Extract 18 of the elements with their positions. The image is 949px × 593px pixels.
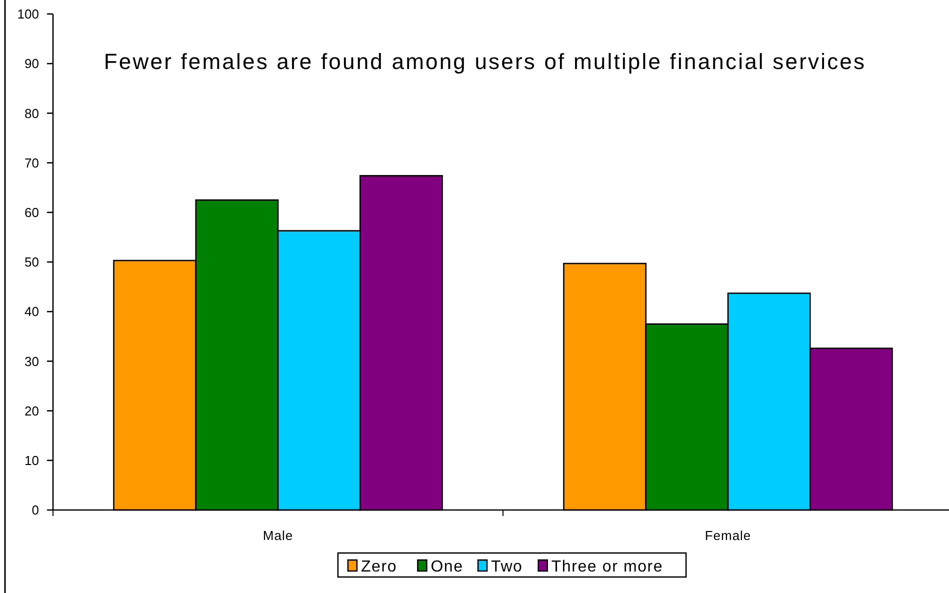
y-tick-label: 30: [24, 354, 39, 369]
y-tick-label: 90: [24, 56, 39, 72]
y-tick-label: 70: [24, 155, 39, 170]
x-tick-label: Female: [704, 528, 752, 543]
legend-label: Three or more: [551, 558, 664, 576]
y-tick-label: 60: [24, 204, 39, 220]
y-tick-label: 0: [32, 502, 39, 518]
y-tick-label: 80: [24, 106, 39, 121]
y-tick-label: 40: [24, 304, 39, 320]
legend-label: One: [430, 558, 464, 576]
x-tick-label: Male: [262, 528, 294, 543]
legend-label: Zero: [360, 558, 398, 576]
y-tick-label: 50: [24, 254, 39, 270]
y-tick-label: 100: [17, 6, 39, 22]
y-tick-label: 20: [24, 403, 39, 418]
y-tick-label: 10: [24, 452, 39, 468]
text: Fewer females are found among users of multiple financial services: [104, 49, 866, 74]
legend-label: Two: [491, 558, 523, 576]
